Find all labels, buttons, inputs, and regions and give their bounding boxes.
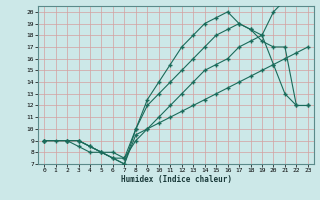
X-axis label: Humidex (Indice chaleur): Humidex (Indice chaleur) (121, 175, 231, 184)
